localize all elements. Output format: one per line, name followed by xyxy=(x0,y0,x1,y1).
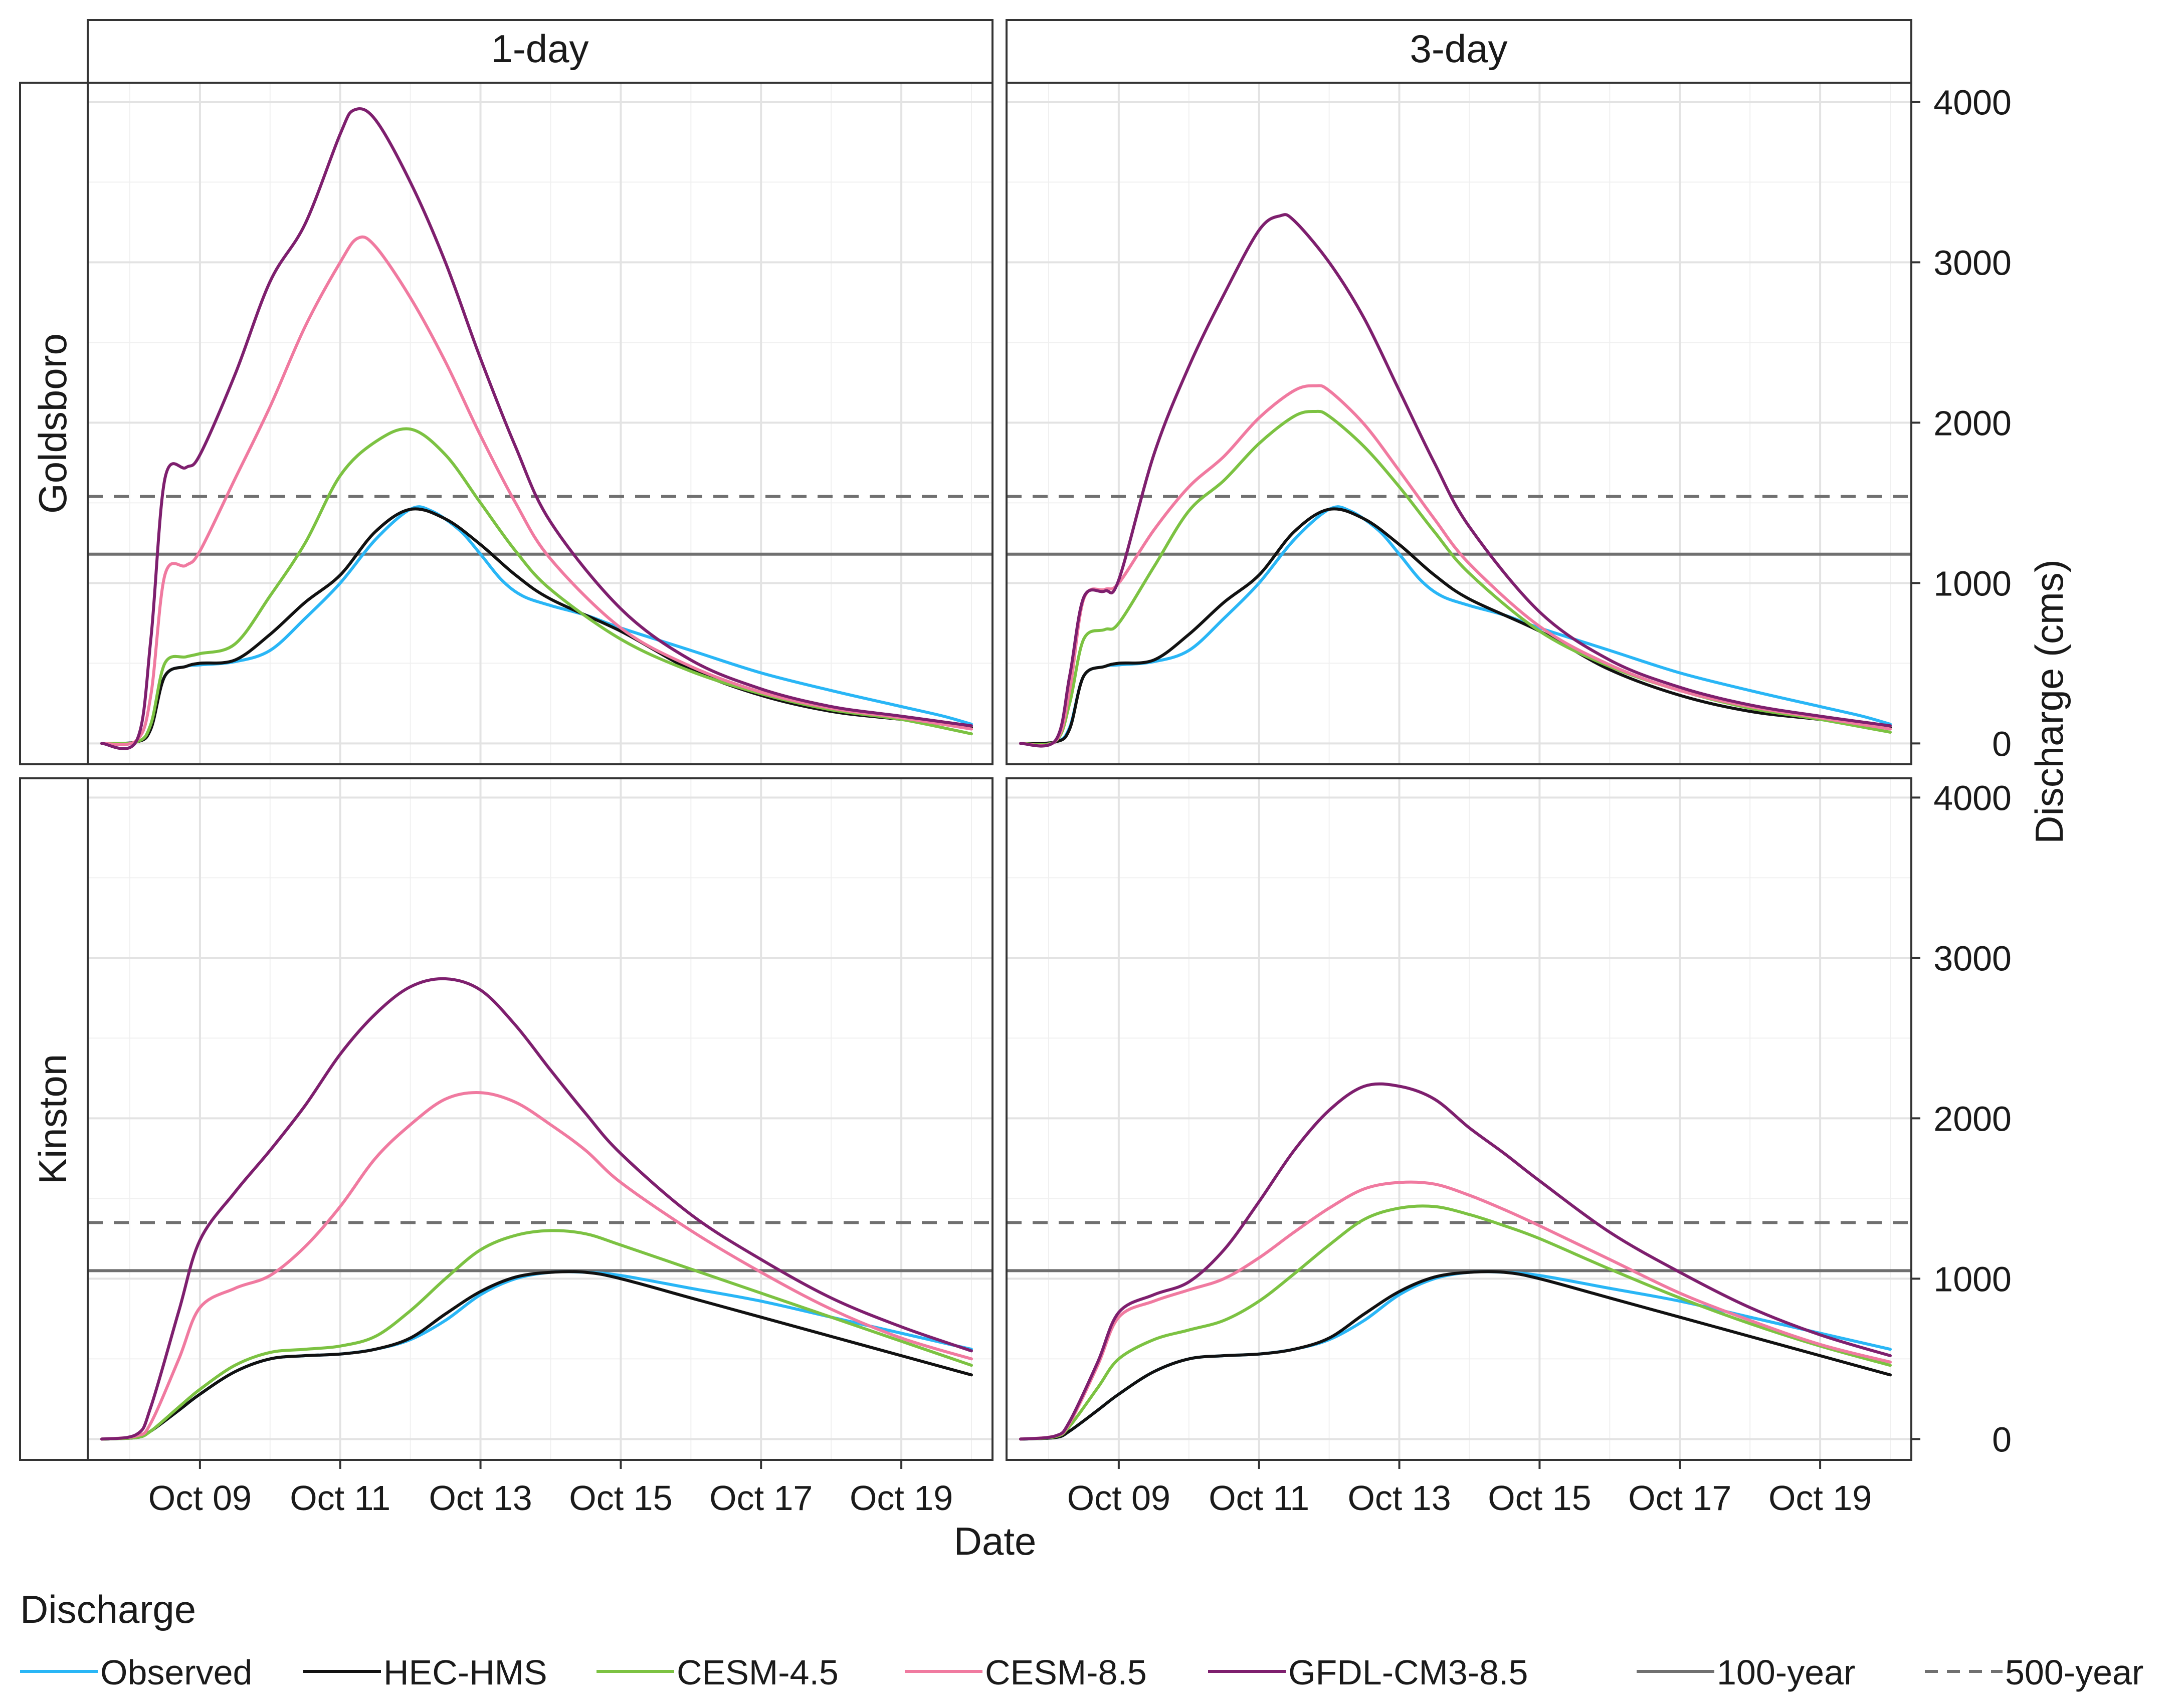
y-tick-label: 2000 xyxy=(1933,403,2012,443)
legend: Observed HEC-HMS CESM-4.5 CESM-8.5 GFDL-CM3-… xyxy=(20,1653,2143,1692)
panel-goldsboro-3-day xyxy=(1006,82,1912,765)
series-line-cesm-8-5 xyxy=(1019,384,1892,747)
strip-left-label: Goldsboro xyxy=(31,333,75,514)
series-lines xyxy=(1019,1082,1892,1441)
panel-kinston-1-day xyxy=(87,777,994,1461)
y-tick-label: 1000 xyxy=(1933,1259,2012,1299)
legend-item-hechms: HEC-HMS xyxy=(303,1653,547,1692)
y-tick-label: 2000 xyxy=(1933,1099,2012,1138)
x-tick-label: Oct 15 xyxy=(1488,1478,1591,1518)
series-line-cesm-8-5 xyxy=(100,235,973,746)
y-tick-label: 3000 xyxy=(1933,939,2012,978)
panel-grid xyxy=(88,83,993,764)
x-tick-label: Oct 19 xyxy=(1768,1478,1872,1518)
series-line-cesm-4-5 xyxy=(1019,1204,1892,1441)
panel-goldsboro-1-day xyxy=(87,82,994,765)
series-line-gfdl-cm3-8-5 xyxy=(1019,213,1892,748)
legend-label: 500-year xyxy=(2005,1653,2143,1692)
legend-label: HEC-HMS xyxy=(383,1653,547,1692)
series-line-cesm-4-5 xyxy=(100,427,973,746)
x-tick-label: Oct 09 xyxy=(148,1478,252,1518)
y-tick-label: 3000 xyxy=(1933,243,2012,282)
reference-lines xyxy=(1007,1221,1911,1272)
legend-item-cesm85: CESM-8.5 xyxy=(905,1653,1147,1692)
strip-top-label: 1-day xyxy=(491,27,588,71)
y-tick-label: 4000 xyxy=(1933,778,2012,817)
x-tick-label: Oct 15 xyxy=(569,1478,672,1518)
x-tick-label: Oct 11 xyxy=(290,1478,390,1518)
legend-title: Discharge xyxy=(20,1587,196,1631)
x-tick-label: Oct 13 xyxy=(429,1478,532,1518)
legend-label: 100-year xyxy=(1717,1653,1855,1692)
strip-top-label: 3-day xyxy=(1410,27,1507,71)
series-line-cesm-8-5 xyxy=(100,1091,973,1441)
series-line-hec-hms xyxy=(100,1270,973,1441)
series-lines xyxy=(100,977,973,1441)
x-tick-label: Oct 11 xyxy=(1209,1478,1309,1518)
series-line-hec-hms xyxy=(1019,1270,1892,1441)
x-tick-label: Oct 17 xyxy=(1628,1478,1731,1518)
x-axis-left: Oct 09 Oct 11 Oct 13 Oct 15 Oct 17 Oct 19 xyxy=(148,1460,953,1518)
y-tick-label: 1000 xyxy=(1933,564,2012,603)
y-axis-title: Discharge (cms) xyxy=(2027,559,2071,844)
series-line-gfdl-cm3-8-5 xyxy=(1019,1082,1892,1441)
legend-label: GFDL-CM3-8.5 xyxy=(1288,1653,1528,1692)
panel-kinston-3-day xyxy=(1006,777,1912,1461)
y-tick-label: 4000 xyxy=(1933,83,2012,122)
x-tick-label: Oct 17 xyxy=(709,1478,813,1518)
x-tick-label: Oct 13 xyxy=(1347,1478,1451,1518)
legend-item-gfdl: GFDL-CM3-8.5 xyxy=(1208,1653,1528,1692)
legend-label: CESM-4.5 xyxy=(677,1653,839,1692)
legend-label: Observed xyxy=(100,1653,252,1692)
series-lines xyxy=(100,107,973,750)
strip-left-label: Kinston xyxy=(31,1054,75,1184)
strip-top-1-day: 1-day xyxy=(87,19,994,84)
legend-label: CESM-8.5 xyxy=(985,1653,1147,1692)
reference-lines xyxy=(88,495,993,556)
y-tick-label: 0 xyxy=(1992,724,2012,763)
series-line-hec-hms xyxy=(1019,507,1892,745)
y-axis-bottom: 0 1000 2000 3000 4000 xyxy=(1911,778,2012,1459)
series-line-cesm-4-5 xyxy=(100,1229,973,1441)
legend-item-y100: 100-year xyxy=(1637,1653,1855,1692)
x-axis-title: Date xyxy=(954,1519,1037,1563)
x-axis-right: Oct 09 Oct 11 Oct 13 Oct 15 Oct 17 Oct 19 xyxy=(1067,1460,1872,1518)
reference-lines xyxy=(88,1221,993,1272)
strip-left-goldsboro: Goldsboro xyxy=(19,82,89,765)
y-axis-top: 0 1000 2000 3000 4000 xyxy=(1911,83,2012,763)
y-tick-label: 0 xyxy=(1992,1420,2012,1459)
strip-left-kinston: Kinston xyxy=(19,777,89,1461)
strip-top-3-day: 3-day xyxy=(1006,19,1912,84)
series-line-gfdl-cm3-8-5 xyxy=(100,977,973,1441)
x-tick-label: Oct 19 xyxy=(850,1478,953,1518)
series-line-cesm-8-5 xyxy=(1019,1180,1892,1441)
x-tick-label: Oct 09 xyxy=(1067,1478,1170,1518)
panel-grid xyxy=(1007,83,1911,764)
legend-item-y500: 500-year xyxy=(1925,1653,2143,1692)
series-lines xyxy=(1019,213,1892,748)
legend-item-observed: Observed xyxy=(20,1653,252,1692)
series-line-gfdl-cm3-8-5 xyxy=(100,107,973,750)
legend-item-cesm45: CESM-4.5 xyxy=(597,1653,839,1692)
